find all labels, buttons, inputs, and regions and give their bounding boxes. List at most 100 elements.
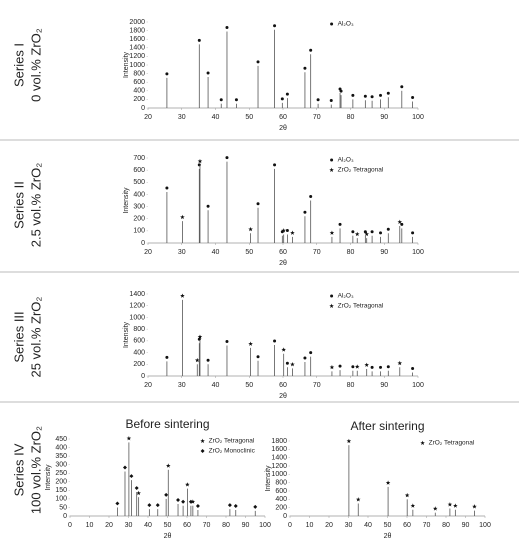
peak-marker [234, 98, 238, 102]
peak-marker [351, 365, 355, 369]
peak-marker [386, 91, 390, 95]
peak-marker [180, 293, 185, 298]
y-tick-label: 2000 [129, 19, 145, 26]
y-tick-label: 1200 [271, 463, 287, 470]
y-tick-label: 400 [133, 349, 145, 356]
peak-marker [386, 227, 390, 231]
x-tick-label: 100 [479, 522, 491, 529]
peak-marker [400, 85, 404, 89]
peak-marker [225, 340, 229, 344]
peak-marker [329, 364, 335, 370]
peak-marker [248, 341, 253, 346]
y-tick-label: 0 [141, 373, 145, 380]
legend-symbol [200, 438, 205, 443]
series-label: Series IV [11, 443, 26, 496]
peak-marker [354, 231, 360, 237]
y-tick-label: 200 [133, 96, 145, 103]
x-tick-label: 20 [144, 114, 152, 121]
y-tick-label: 600 [133, 338, 145, 345]
legend-label: ZrO₂ Tetragonal [429, 440, 475, 447]
y-tick-label: 1200 [129, 53, 145, 60]
peak-marker [397, 219, 403, 224]
peak-marker [379, 231, 383, 235]
chart-title: Before sintering [125, 417, 209, 431]
x-tick-label: 90 [242, 522, 250, 529]
peak-marker [126, 436, 132, 441]
legend-label: ZrO₂ Tetragonal [209, 438, 255, 445]
x-tick-label: 70 [313, 382, 321, 389]
y-tick-label: 0 [141, 105, 145, 112]
peak-marker [225, 156, 229, 160]
peak-marker [410, 503, 416, 508]
x-tick-label: 40 [212, 382, 220, 389]
peak-marker [385, 480, 391, 485]
peak-marker [190, 499, 196, 504]
legend-label: Al₂O₃ [338, 157, 354, 164]
peak-marker [164, 492, 169, 497]
y-tick-label: 1600 [271, 446, 287, 453]
x-tick-label: 50 [245, 114, 253, 121]
y-tick-label: 300 [133, 203, 145, 210]
peak-marker [194, 357, 200, 363]
y-tick-label: 450 [55, 436, 67, 443]
series-label: Series II [11, 181, 26, 229]
y-tick-label: 600 [275, 488, 287, 495]
x-tick-label: 80 [442, 522, 450, 529]
peak-marker [176, 498, 181, 503]
peak-marker [316, 98, 320, 102]
x-axis-label: 2θ [279, 125, 287, 132]
y-tick-label: 400 [133, 191, 145, 198]
y-tick-label: 800 [275, 480, 287, 487]
peak-marker [411, 96, 415, 100]
peak-marker [281, 228, 286, 233]
peak-marker [379, 93, 383, 97]
peak-marker [472, 504, 477, 509]
peak-marker [285, 361, 289, 365]
peak-marker [248, 226, 253, 232]
y-tick-label: 400 [133, 88, 145, 95]
x-axis-label: 2θ [279, 260, 287, 267]
y-tick-label: 1400 [129, 291, 145, 298]
peak-marker [363, 230, 367, 234]
peak-marker [181, 499, 186, 504]
peak-marker [309, 351, 313, 355]
x-tick-label: 60 [183, 522, 191, 529]
peak-marker [303, 356, 307, 360]
peak-marker [155, 503, 160, 508]
peak-marker [227, 503, 232, 508]
peak-marker [397, 360, 403, 366]
x-tick-label: 100 [412, 249, 424, 256]
peak-marker [370, 230, 374, 234]
x-tick-label: 70 [313, 114, 321, 121]
peak-marker [219, 98, 223, 102]
x-tick-label: 20 [325, 522, 333, 529]
peak-marker [411, 231, 415, 235]
peak-marker [281, 347, 286, 352]
peak-marker [453, 503, 458, 508]
y-tick-label: 300 [55, 462, 67, 469]
x-tick-label: 40 [364, 522, 372, 529]
x-tick-label: 80 [347, 382, 355, 389]
peak-marker [351, 93, 355, 97]
x-tick-label: 90 [380, 382, 388, 389]
y-tick-label: 150 [55, 487, 67, 494]
peak-marker [329, 99, 333, 103]
peak-marker [364, 231, 369, 237]
peak-marker [206, 71, 210, 75]
legend-symbol [200, 449, 205, 453]
peak-marker [273, 163, 277, 167]
y-tick-label: 0 [141, 240, 145, 247]
peak-marker [290, 230, 295, 235]
x-tick-label: 80 [347, 249, 355, 256]
peak-marker [225, 25, 229, 29]
peak-marker [123, 465, 127, 470]
y-tick-label: 1000 [129, 314, 145, 321]
peak-marker [115, 501, 120, 506]
composition-label: 2.5 vol.% ZrO₂ [28, 163, 43, 248]
x-tick-label: 60 [279, 382, 287, 389]
x-tick-label: 90 [380, 114, 388, 121]
peak-marker [129, 474, 134, 479]
peak-marker [195, 504, 200, 508]
y-tick-label: 200 [275, 505, 287, 512]
peak-marker [364, 362, 369, 367]
